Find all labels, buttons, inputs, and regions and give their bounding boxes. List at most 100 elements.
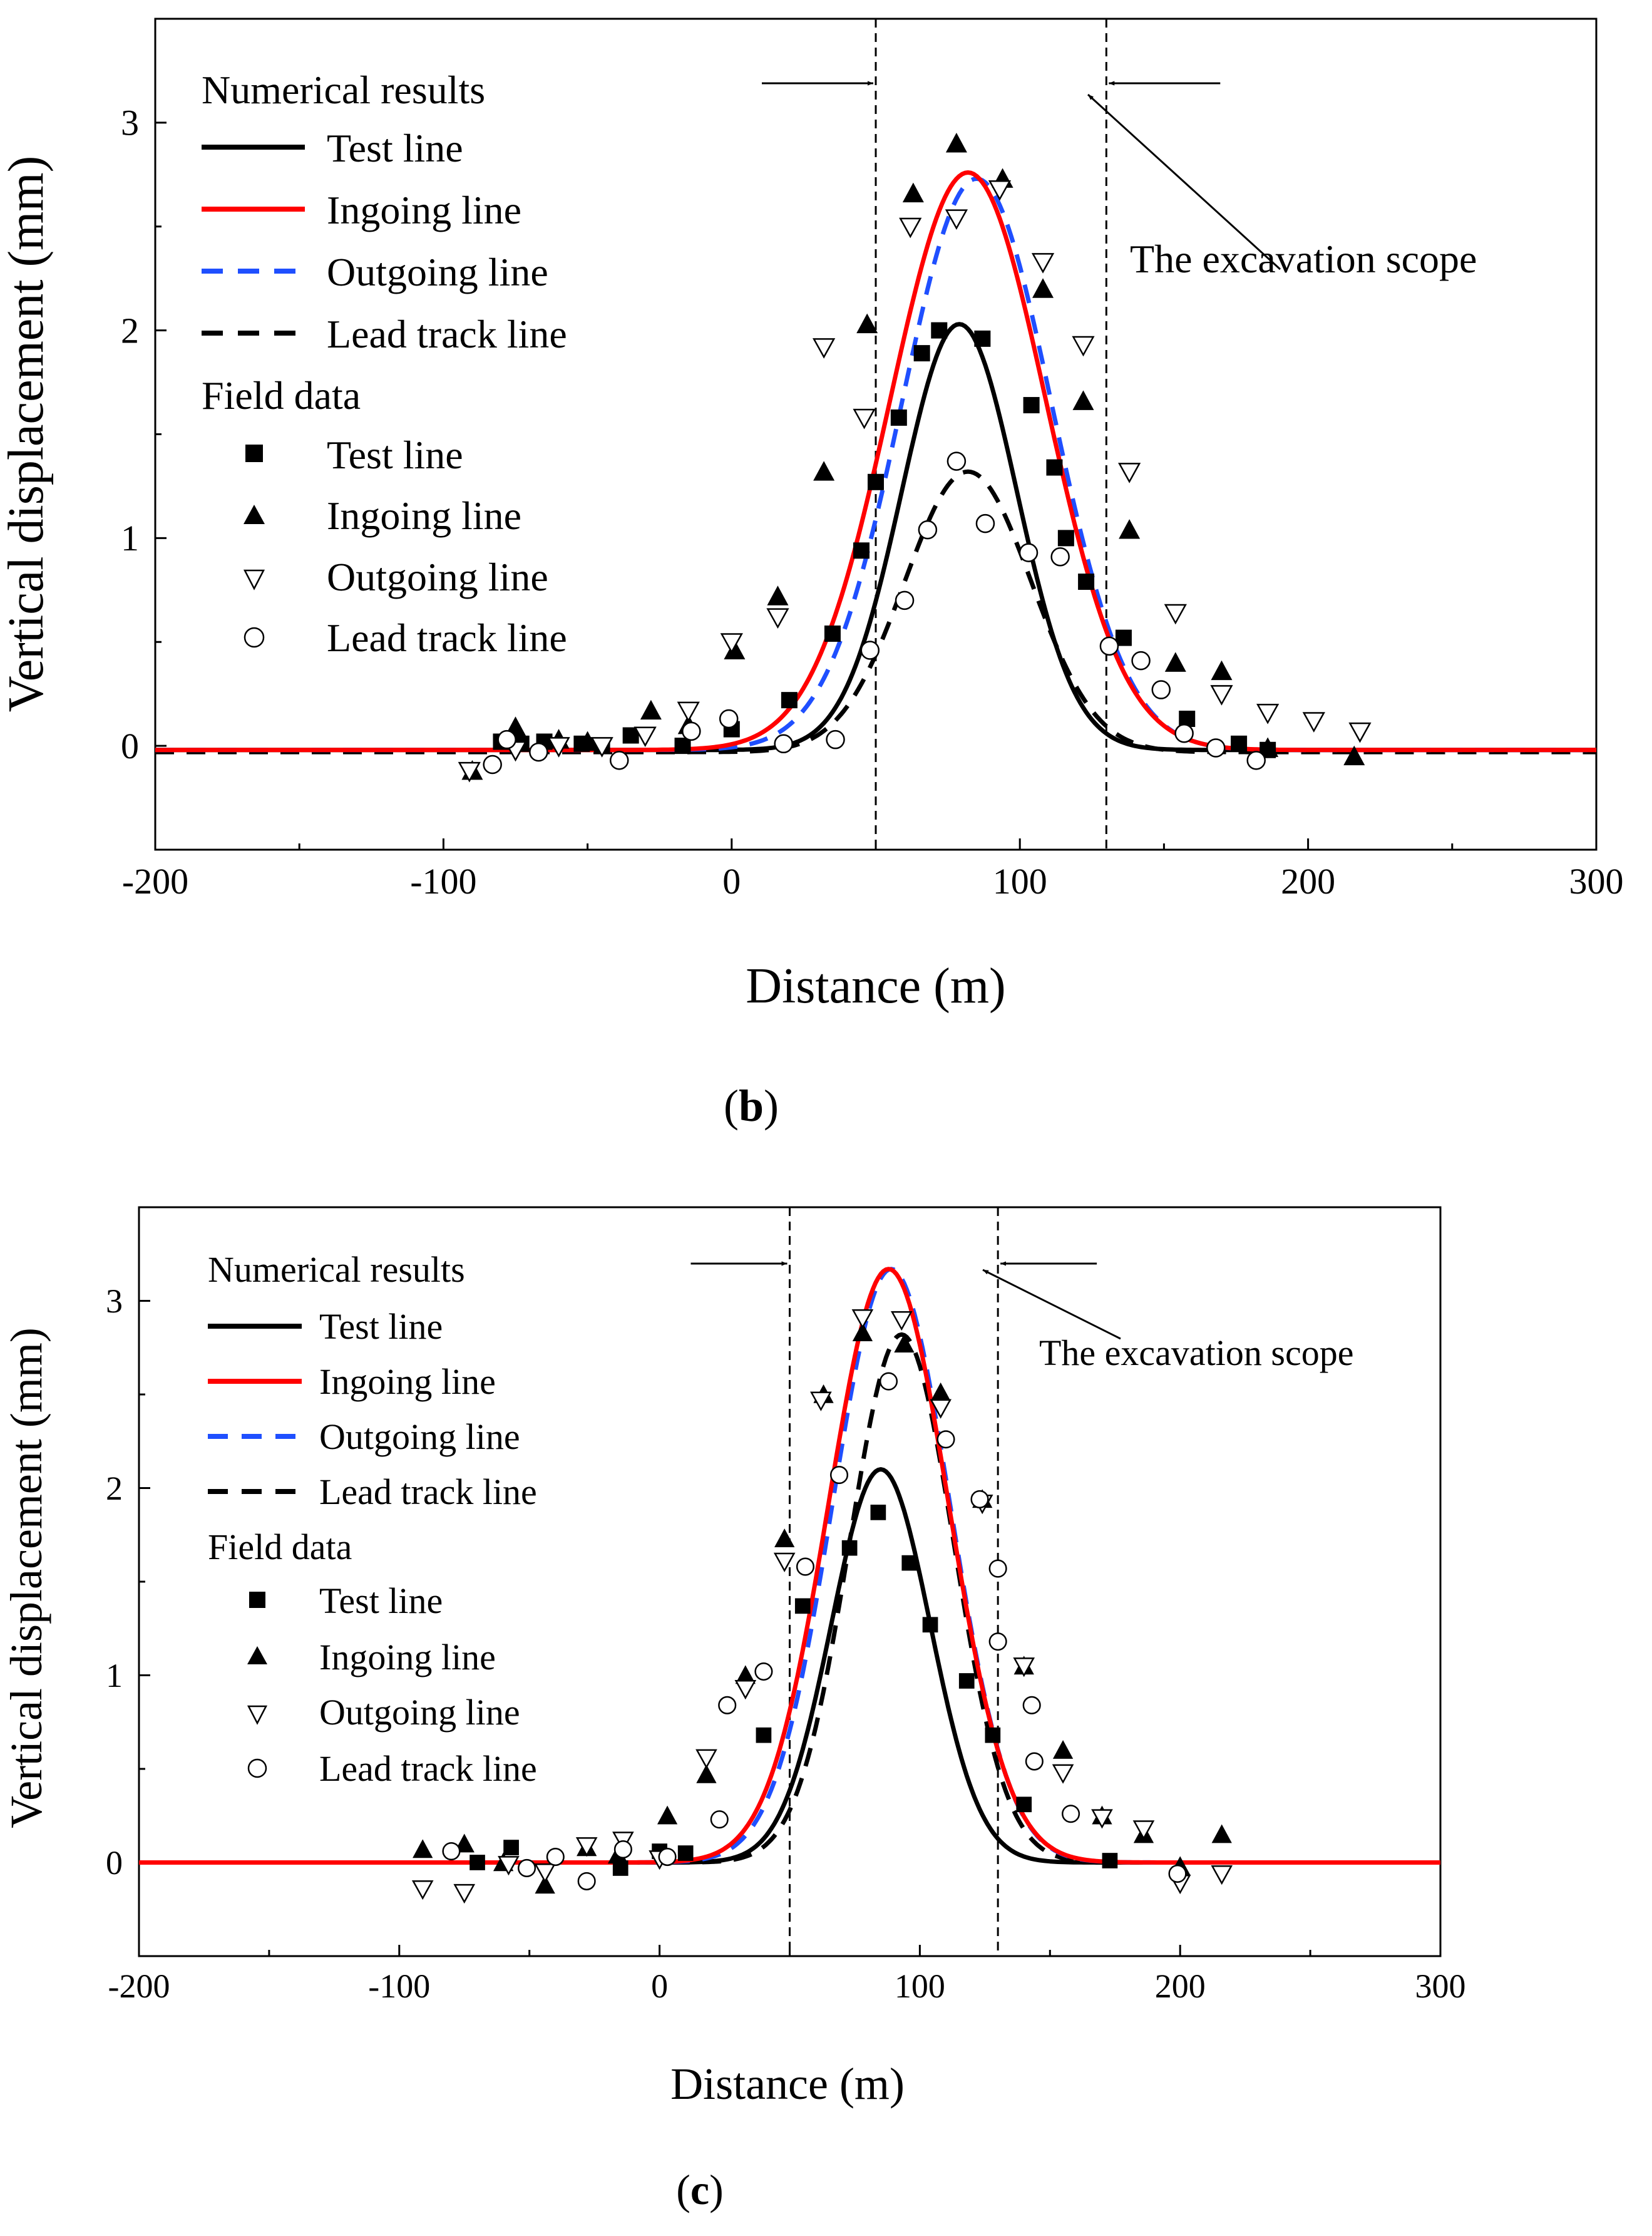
field-data-points bbox=[411, 1309, 1233, 1904]
data-point-test-line bbox=[931, 322, 948, 339]
legend-marker-circle bbox=[247, 1758, 267, 1778]
data-point-lead-track-line bbox=[483, 755, 502, 775]
data-point-outgoing-line bbox=[853, 408, 876, 430]
data-point-ingoing-line bbox=[696, 1764, 717, 1783]
data-point-lead-track-line bbox=[718, 1696, 737, 1714]
data-point-outgoing-line bbox=[1348, 722, 1372, 743]
data-point-lead-track-line bbox=[1062, 1805, 1080, 1823]
data-point-lead-track-line bbox=[719, 709, 739, 729]
data-point-ingoing-line bbox=[1119, 519, 1141, 539]
data-point-test-line bbox=[794, 1598, 811, 1614]
legend-label-field-lead-track-line: Lead track line bbox=[319, 1748, 537, 1789]
data-point-ingoing-line bbox=[577, 731, 598, 751]
legend-label-lead-track-line: Lead track line bbox=[327, 312, 567, 356]
data-point-lead-track-line bbox=[774, 734, 793, 754]
y-tick-label: 2 bbox=[106, 1470, 123, 1507]
data-point-outgoing-line bbox=[1118, 463, 1141, 483]
y-axis-label: Vertical displacement (mm) bbox=[1, 1327, 51, 1828]
data-point-lead-track-line bbox=[796, 1557, 814, 1576]
legend-label-field-ingoing-line: Ingoing line bbox=[327, 493, 521, 538]
data-point-lead-track-line bbox=[1206, 738, 1226, 758]
y-tick-label: 3 bbox=[106, 1282, 123, 1320]
data-point-test-line bbox=[841, 1540, 858, 1556]
data-point-outgoing-line bbox=[1211, 1865, 1233, 1885]
data-point-lead-track-line bbox=[860, 641, 880, 660]
data-point-outgoing-line bbox=[1256, 703, 1280, 724]
x-tick-label: 300 bbox=[1569, 861, 1624, 902]
data-point-lead-track-line bbox=[529, 742, 548, 762]
x-tick-label: -200 bbox=[122, 861, 188, 902]
axis-tick-labels: -200 -100 0 100 200 300 0 1 2 3 bbox=[121, 103, 1624, 902]
legend-label-field-outgoing-line: Outgoing line bbox=[327, 555, 548, 599]
legend-field-header: Field data bbox=[202, 373, 361, 418]
data-point-test-line bbox=[913, 345, 930, 362]
y-tick-label: 2 bbox=[121, 310, 139, 351]
data-point-lead-track-line bbox=[879, 1372, 898, 1391]
data-point-lead-track-line bbox=[658, 1847, 677, 1867]
data-point-outgoing-line bbox=[1132, 1820, 1155, 1840]
data-point-ingoing-line bbox=[1257, 737, 1279, 757]
data-point-lead-track-line bbox=[1025, 1752, 1044, 1771]
legend-marker-square bbox=[245, 445, 263, 462]
data-point-test-line bbox=[756, 1727, 772, 1743]
data-point-lead-track-line bbox=[975, 513, 995, 533]
data-point-test-line bbox=[958, 1673, 975, 1689]
data-point-outgoing-line bbox=[411, 1880, 434, 1900]
data-point-lead-track-line bbox=[609, 751, 629, 770]
data-point-test-line bbox=[824, 625, 841, 642]
data-point-outgoing-line bbox=[695, 1749, 717, 1769]
legend-label-field-test-line: Test line bbox=[319, 1580, 443, 1621]
x-axis-label: Distance (m) bbox=[670, 2059, 905, 2109]
legend-marker-triangle-up bbox=[244, 505, 265, 524]
data-point-outgoing-line bbox=[575, 1837, 598, 1857]
data-point-ingoing-line bbox=[535, 1875, 555, 1894]
x-tick-label: 0 bbox=[722, 861, 741, 902]
data-point-test-line bbox=[922, 1617, 938, 1633]
data-point-lead-track-line bbox=[988, 1559, 1007, 1578]
data-point-ingoing-line bbox=[735, 1665, 756, 1684]
data-point-lead-track-line bbox=[754, 1662, 773, 1681]
data-point-lead-track-line bbox=[829, 1466, 849, 1485]
legend-label-field-outgoing-line: Outgoing line bbox=[319, 1692, 520, 1733]
legend-label-lead-track-line: Lead track line bbox=[319, 1471, 537, 1512]
data-point-ingoing-line bbox=[1072, 390, 1094, 410]
data-point-lead-track-line bbox=[1022, 1696, 1041, 1714]
data-point-test-line bbox=[1023, 397, 1040, 414]
y-axis-label: Vertical displacement (mm) bbox=[0, 156, 54, 713]
data-point-ingoing-line bbox=[852, 1322, 873, 1342]
excavation-label-arrow bbox=[982, 1269, 1121, 1340]
legend-label-field-test-line: Test line bbox=[327, 433, 463, 477]
legend: Numerical results Test line Ingoing line… bbox=[202, 68, 567, 660]
legend-marker-square bbox=[249, 1592, 265, 1608]
data-point-outgoing-line bbox=[634, 726, 657, 748]
legend-label-outgoing-line: Outgoing line bbox=[319, 1416, 520, 1457]
data-point-lead-track-line bbox=[497, 729, 516, 750]
data-point-test-line bbox=[870, 1505, 886, 1520]
data-point-outgoing-line bbox=[1072, 336, 1095, 357]
data-point-lead-track-line bbox=[895, 590, 915, 611]
data-point-test-line bbox=[890, 409, 907, 426]
data-point-outgoing-line bbox=[498, 1856, 520, 1876]
data-point-ingoing-line bbox=[1343, 745, 1365, 766]
data-point-test-line bbox=[677, 1845, 694, 1861]
excavation-scope-markers bbox=[762, 19, 1281, 850]
data-point-lead-track-line bbox=[970, 1490, 989, 1508]
chart-panel-b: -200 -100 0 100 200 300 0 1 2 3 The excavation sc… bbox=[0, 18, 1624, 1131]
data-point-lead-track-line bbox=[947, 451, 967, 471]
data-point-outgoing-line bbox=[851, 1309, 874, 1329]
legend-label-test-line: Test line bbox=[327, 126, 463, 170]
data-point-outgoing-line bbox=[766, 608, 789, 629]
data-point-test-line bbox=[868, 473, 884, 490]
data-point-lead-track-line bbox=[442, 1842, 461, 1861]
data-point-ingoing-line bbox=[930, 1382, 951, 1401]
data-point-test-line bbox=[901, 1555, 918, 1571]
data-point-outgoing-line bbox=[930, 1399, 952, 1419]
x-tick-label: 0 bbox=[651, 1967, 668, 2005]
excavation-scope-label: The excavation scope bbox=[1039, 1332, 1353, 1373]
data-point-test-line bbox=[781, 692, 798, 709]
data-point-lead-track-line bbox=[1246, 751, 1266, 770]
axis-tick-labels: -200 -100 0 100 200 300 0 1 2 3 bbox=[106, 1282, 1466, 2005]
data-point-test-line bbox=[1057, 530, 1074, 547]
data-point-lead-track-line bbox=[1131, 651, 1151, 671]
data-point-lead-track-line bbox=[682, 721, 701, 741]
